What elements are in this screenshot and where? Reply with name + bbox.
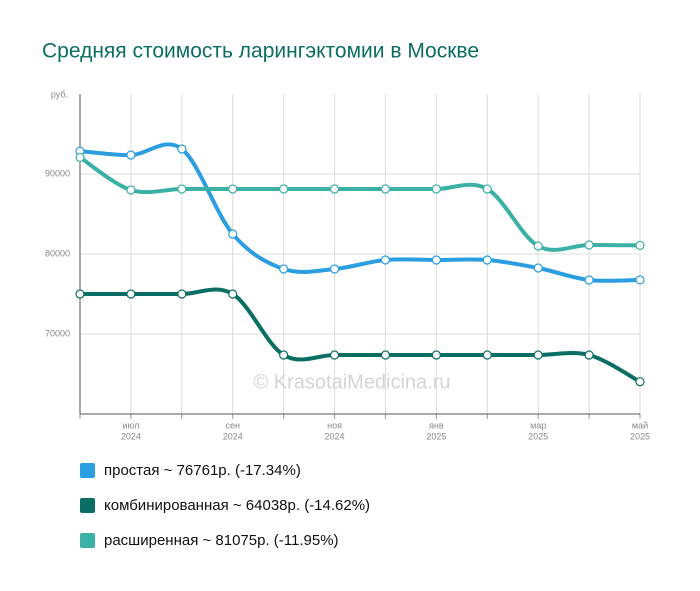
data-point xyxy=(228,229,238,239)
data-point xyxy=(177,184,187,194)
data-point xyxy=(126,185,136,195)
chart-title: Средняя стоимость ларингэктомии в Москве xyxy=(42,40,479,63)
data-point xyxy=(380,184,391,194)
data-point xyxy=(431,350,441,360)
x-tick-label: 2024 xyxy=(223,431,243,441)
data-point xyxy=(431,255,441,265)
data-point xyxy=(75,289,85,299)
data-point xyxy=(431,184,441,194)
data-point xyxy=(584,350,594,360)
x-tick-label: 2024 xyxy=(121,431,141,441)
data-point xyxy=(584,275,594,285)
x-tick-label: янв xyxy=(429,420,444,430)
watermark: © KrasotaiMedicina.ru xyxy=(253,371,450,393)
legend-swatch xyxy=(80,533,95,548)
data-point xyxy=(635,275,645,285)
data-point xyxy=(279,350,289,360)
legend-label: расширенная ~ 81075р. (-11.95%) xyxy=(104,532,339,549)
data-point xyxy=(177,289,187,299)
x-tick-label: сен xyxy=(225,420,240,430)
data-point xyxy=(533,241,543,251)
data-point xyxy=(228,289,238,299)
x-tick-label: июл xyxy=(122,420,139,430)
data-point xyxy=(482,350,492,360)
legend-swatch xyxy=(80,463,95,478)
x-tick-label: мар xyxy=(530,420,546,430)
x-tick-label: май xyxy=(632,420,648,430)
data-point xyxy=(635,377,645,387)
data-point xyxy=(329,184,340,194)
data-point xyxy=(380,255,391,265)
data-point xyxy=(279,264,289,274)
y-tick-label: 80000 xyxy=(45,248,70,258)
data-point xyxy=(126,150,136,160)
data-point xyxy=(75,152,85,162)
y-unit: руб. xyxy=(51,89,68,99)
data-point xyxy=(380,350,391,360)
data-point xyxy=(533,263,543,273)
data-point xyxy=(228,184,238,194)
legend-label: комбинированная ~ 64038р. (-14.62%) xyxy=(104,497,370,514)
data-point xyxy=(126,289,136,299)
data-point xyxy=(482,184,492,194)
data-point xyxy=(177,144,187,154)
data-point xyxy=(329,350,340,360)
data-point xyxy=(584,240,594,250)
x-tick-label: 2025 xyxy=(426,431,446,441)
x-tick-label: 2025 xyxy=(528,431,548,441)
x-tick-label: ноя xyxy=(327,420,342,430)
y-tick-label: 70000 xyxy=(45,328,70,338)
data-point xyxy=(279,184,289,194)
y-tick-label: 90000 xyxy=(45,168,70,178)
data-point xyxy=(533,350,543,360)
data-point xyxy=(329,264,340,274)
data-point xyxy=(482,255,492,265)
x-tick-label: 2024 xyxy=(325,431,345,441)
data-point xyxy=(635,240,645,250)
legend-label: простая ~ 76761р. (-17.34%) xyxy=(104,462,301,479)
legend-swatch xyxy=(80,498,95,513)
x-tick-label: 2025 xyxy=(630,431,650,441)
